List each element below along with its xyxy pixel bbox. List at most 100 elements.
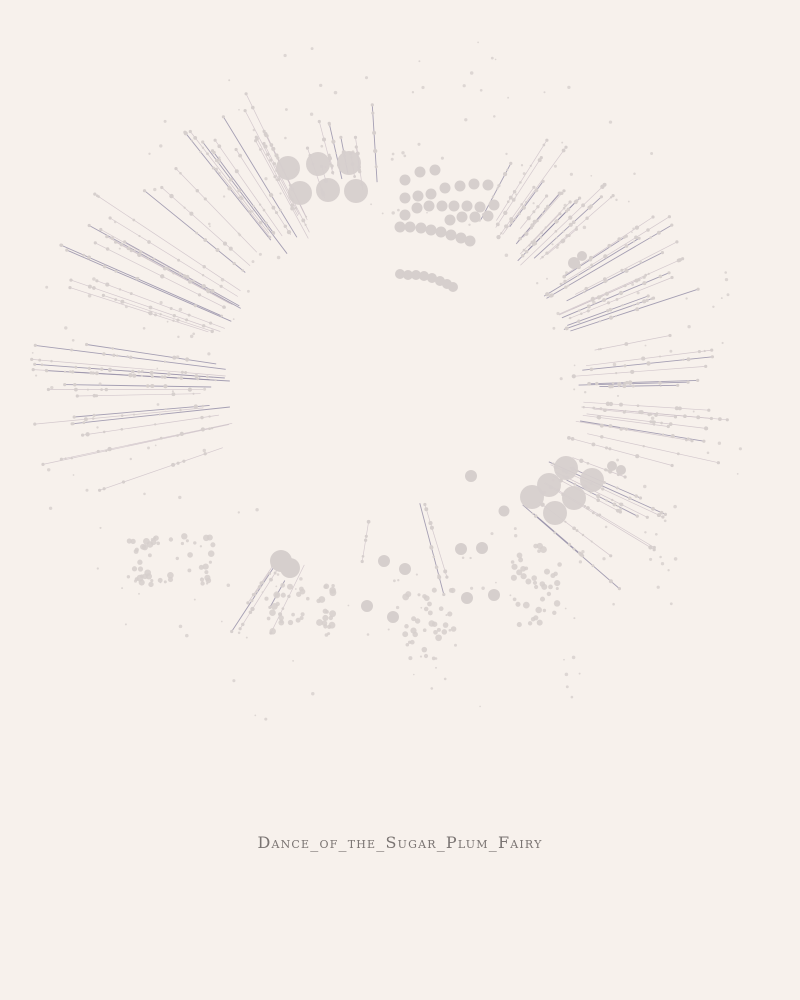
- note-dot: [206, 152, 209, 156]
- note-dot: [129, 292, 133, 296]
- note-bubble: [607, 461, 617, 471]
- note-dot: [201, 284, 206, 289]
- note-dot: [599, 347, 602, 351]
- note-dot: [323, 624, 328, 629]
- note-dot: [560, 191, 564, 195]
- note-dot: [274, 211, 279, 215]
- note-dot: [201, 146, 205, 149]
- note-dot: [649, 236, 652, 239]
- note-dot: [131, 369, 135, 374]
- note-dot: [532, 580, 538, 585]
- radial-line: [212, 150, 275, 235]
- note-dot: [132, 218, 136, 222]
- note-dot: [720, 297, 723, 300]
- note-dot: [163, 384, 168, 389]
- note-dot: [203, 452, 207, 456]
- note-dot: [176, 318, 180, 322]
- note-dot: [114, 298, 118, 301]
- note-dot: [286, 583, 294, 590]
- note-dot: [254, 135, 258, 139]
- note-dot: [208, 222, 211, 226]
- note-dot: [273, 571, 277, 575]
- note-dot: [298, 586, 304, 592]
- note-dot: [559, 377, 563, 381]
- note-dot: [179, 431, 184, 437]
- note-dot: [432, 555, 436, 558]
- note-dot: [545, 194, 549, 198]
- note-dot: [131, 566, 138, 572]
- note-dot: [172, 314, 176, 318]
- note-dot: [255, 508, 259, 512]
- note-bubble: [498, 505, 510, 517]
- note-dot: [514, 218, 517, 221]
- note-dot: [33, 362, 37, 366]
- note-dot: [521, 254, 525, 258]
- note-dot: [200, 581, 205, 586]
- note-dot: [564, 520, 567, 523]
- note-dot: [650, 152, 654, 155]
- note-dot: [596, 295, 602, 300]
- note-dot: [608, 447, 612, 451]
- note-dot: [591, 442, 596, 447]
- note-dot: [634, 225, 640, 230]
- note-dot: [209, 321, 213, 325]
- note-dot: [115, 354, 119, 357]
- radial-line: [223, 116, 298, 238]
- radial-line: [523, 190, 565, 238]
- note-dot: [611, 194, 615, 198]
- note-dot: [265, 134, 269, 138]
- note-dot: [320, 144, 324, 148]
- note-dot: [134, 547, 139, 552]
- note-dot: [403, 154, 407, 158]
- note-dot: [50, 359, 53, 363]
- note-dot: [705, 426, 709, 431]
- note-dot: [696, 415, 701, 420]
- note-dot: [258, 252, 262, 256]
- note-dot: [663, 519, 667, 523]
- note-dot: [252, 205, 255, 208]
- note-dot: [105, 247, 110, 251]
- note-dot: [533, 615, 539, 621]
- radial-line: [86, 344, 217, 365]
- note-dot: [291, 612, 295, 617]
- note-dot: [30, 357, 34, 361]
- note-dot: [45, 369, 49, 373]
- note-dot: [631, 282, 635, 286]
- note-dot: [138, 592, 140, 595]
- note-dot: [372, 130, 377, 135]
- note-dot: [569, 172, 574, 176]
- note-dot: [105, 282, 110, 287]
- note-bubble: [474, 201, 486, 213]
- note-dot: [636, 307, 639, 311]
- note-dot: [300, 612, 305, 617]
- note-dot: [477, 41, 479, 44]
- note-dot: [207, 550, 215, 557]
- note-dot: [570, 437, 575, 441]
- note-dot: [505, 152, 508, 156]
- note-dot: [563, 203, 567, 208]
- note-dot: [496, 234, 501, 240]
- note-dot: [202, 448, 207, 453]
- note-dot: [490, 532, 494, 536]
- note-dot: [148, 581, 154, 588]
- note-dot: [269, 628, 276, 635]
- note-dot: [73, 383, 77, 387]
- note-dot: [171, 462, 176, 467]
- note-dot: [70, 371, 74, 374]
- note-dot: [395, 605, 400, 610]
- note-dot: [558, 212, 562, 216]
- note-dot: [545, 138, 549, 142]
- note-dot: [152, 257, 155, 261]
- note-dot: [333, 90, 338, 95]
- note-dot: [592, 406, 596, 410]
- note-dot: [123, 240, 127, 244]
- note-dot: [192, 392, 195, 395]
- note-dot: [160, 185, 164, 190]
- note-bubble: [554, 456, 578, 480]
- note-dot: [179, 172, 182, 175]
- note-dot: [591, 564, 595, 568]
- note-dot: [180, 541, 185, 546]
- note-dot: [361, 554, 365, 558]
- note-bubble: [444, 214, 456, 226]
- note-dot: [660, 421, 663, 425]
